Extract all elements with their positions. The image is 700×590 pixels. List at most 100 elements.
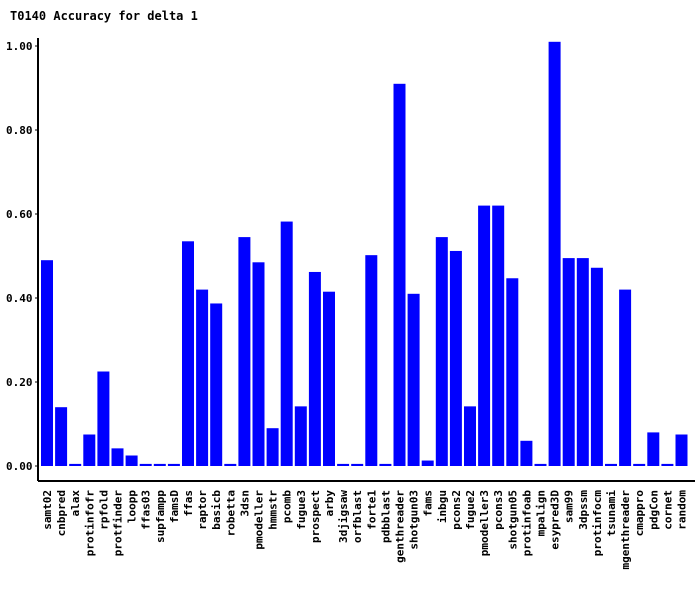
category-label: pmodeller3	[478, 490, 491, 556]
bar	[224, 463, 237, 466]
category-label: robetta	[224, 490, 237, 536]
bar	[182, 241, 194, 466]
category-label: raptor	[196, 490, 209, 530]
bar	[633, 463, 646, 466]
bar	[210, 303, 223, 466]
category-label: cnbpred	[55, 490, 68, 536]
y-tick-label: 0.00	[6, 460, 33, 473]
bar	[55, 407, 68, 466]
category-label: hmmstr	[267, 490, 280, 530]
y-tick-label: 0.80	[6, 124, 33, 137]
category-label: shotgun03	[408, 490, 421, 550]
bar	[238, 237, 251, 466]
y-tick-label: 0.60	[6, 208, 33, 221]
y-axis-ticks: 0.00 0.20 0.40 0.60 0.80 1.00	[6, 40, 38, 473]
x-axis-labels: samt02 cnbpred alax protinfofr rpfold protfin…	[41, 490, 689, 570]
category-label: cornet	[661, 490, 674, 530]
category-label: ffas	[182, 490, 195, 517]
category-label: pmodeller	[253, 490, 266, 550]
category-label: random	[676, 490, 689, 530]
category-label: protinfoab	[520, 490, 533, 557]
bar	[69, 463, 82, 466]
category-label: pcons3	[492, 490, 505, 530]
category-label: fugue2	[464, 490, 477, 530]
category-label: 3dpssm	[577, 490, 590, 530]
bar	[393, 83, 406, 467]
category-label: pdbblast	[379, 490, 392, 543]
category-label: protinfocm	[591, 490, 604, 557]
axes	[37, 38, 695, 482]
bar	[252, 262, 265, 466]
category-label: prospect	[309, 490, 322, 543]
category-label: supfampp	[154, 490, 167, 543]
category-label: rpfold	[97, 490, 110, 530]
category-label: sam99	[563, 490, 576, 523]
category-label: genthreader	[394, 490, 407, 563]
category-label: cmappro	[633, 490, 646, 537]
bar	[647, 432, 660, 466]
category-label: forte1	[365, 490, 378, 530]
category-label: pcomb	[281, 490, 294, 523]
bar	[464, 406, 476, 466]
y-tick-label: 0.40	[6, 292, 33, 305]
bar	[661, 463, 674, 466]
bar	[379, 463, 392, 466]
bar	[506, 278, 519, 466]
bar	[323, 291, 335, 466]
category-label: fams	[422, 490, 435, 517]
bar	[280, 221, 293, 466]
bar	[266, 428, 279, 466]
bar	[675, 434, 688, 466]
bar	[308, 271, 321, 466]
y-tick-label: 0.20	[6, 376, 33, 389]
bar	[619, 289, 632, 466]
bar	[294, 406, 307, 466]
category-label: protfinder	[112, 490, 125, 557]
category-label: pdgCon	[647, 490, 660, 530]
category-label: loopp	[126, 490, 139, 523]
bar	[576, 258, 589, 466]
bar	[449, 250, 462, 466]
bar	[478, 205, 491, 466]
category-label: inbgu	[436, 490, 449, 523]
bar	[562, 258, 575, 466]
bar	[365, 255, 378, 466]
bar	[83, 434, 96, 466]
category-label: basicb	[210, 490, 223, 530]
category-label: mpalign	[535, 490, 548, 536]
chart-title: T0140 Accuracy for delta 1	[10, 9, 198, 23]
bar	[337, 463, 350, 466]
y-tick-label: 1.00	[6, 40, 33, 53]
bar	[421, 460, 434, 466]
category-label: mgenthreader	[619, 490, 632, 570]
category-label: 3djigsaw	[337, 490, 350, 543]
bar	[407, 293, 420, 466]
bar	[351, 463, 364, 466]
category-label: fugue3	[295, 490, 308, 530]
bars	[41, 41, 688, 467]
bar	[435, 237, 448, 466]
category-label: 3dsn	[238, 490, 251, 517]
category-label: shotgun05	[506, 490, 519, 550]
bar	[167, 463, 180, 466]
bar	[492, 205, 505, 466]
bar	[520, 440, 533, 466]
category-label: esypred3D	[549, 490, 562, 550]
bar	[605, 463, 617, 466]
category-label: samt02	[41, 490, 54, 530]
bar	[196, 289, 209, 466]
category-label: orfblast	[351, 490, 364, 543]
category-label: famsD	[168, 490, 181, 523]
category-label: pcons2	[450, 490, 463, 530]
bar	[97, 371, 110, 466]
bar	[125, 455, 138, 466]
category-label: alax	[69, 490, 82, 517]
category-label: arby	[323, 490, 336, 517]
bar	[139, 463, 152, 466]
bar	[534, 463, 547, 466]
category-label: tsunami	[605, 490, 618, 537]
bar	[590, 267, 603, 466]
bar	[153, 463, 166, 466]
bar	[111, 448, 124, 466]
